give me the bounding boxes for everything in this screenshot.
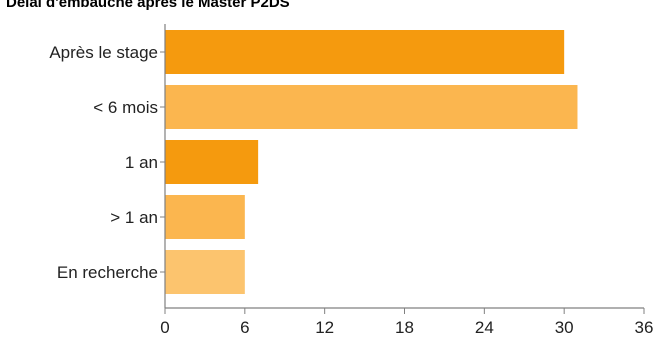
category-labels-layer: Après le stage < 6 mois 1 an > 1 an En reche… (49, 43, 158, 282)
x-tick-label-0: 0 (160, 318, 169, 337)
x-tick-label-18: 18 (395, 318, 414, 337)
x-tick-label-36: 36 (635, 318, 654, 337)
bar-apr-s-le-stage (165, 30, 565, 74)
category-label-1-an: 1 an (125, 153, 158, 172)
x-tick-label-30: 30 (555, 318, 574, 337)
x-tick-label-12: 12 (315, 318, 334, 337)
bar-1-an (165, 140, 259, 184)
category-label-apr-s-le-stage: Après le stage (49, 43, 158, 62)
x-tick-label-6: 6 (240, 318, 249, 337)
bar-1-an (165, 195, 245, 239)
category-label-1-an: > 1 an (110, 208, 158, 227)
category-label-6-mois: < 6 mois (93, 98, 158, 117)
category-label-en-recherche: En recherche (57, 263, 158, 282)
bar-en-recherche (165, 250, 245, 294)
axes-layer: 0 6 12 18 24 30 36 (160, 24, 653, 337)
bars-layer (165, 30, 578, 294)
bar-6-mois (165, 85, 578, 129)
chart-title: Délai d'embauche après le Master P2DS (6, 0, 290, 11)
x-tick-label-24: 24 (475, 318, 494, 337)
